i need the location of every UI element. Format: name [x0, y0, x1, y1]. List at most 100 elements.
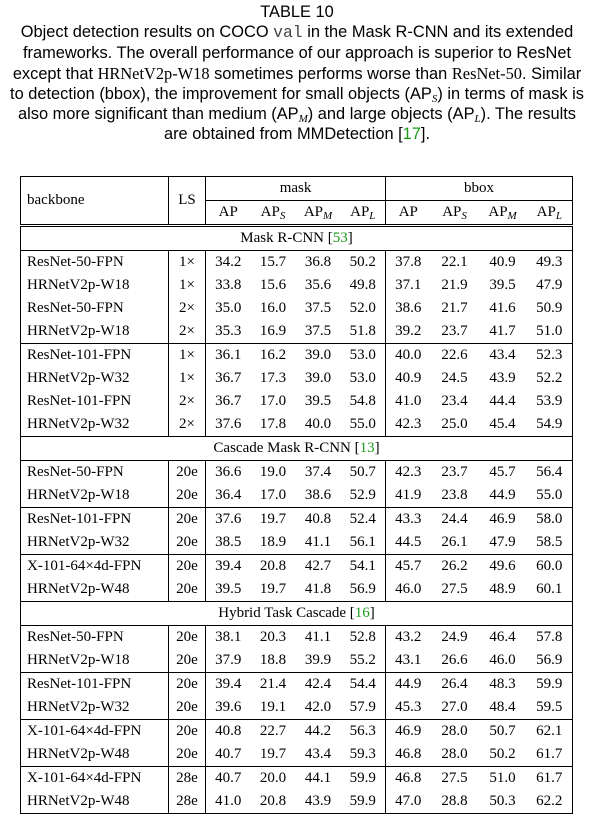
value-cell: 44.1: [295, 766, 341, 790]
header-cell: mask: [204, 176, 386, 201]
value-cell: 40.7: [205, 743, 251, 767]
schedule-cell: 2×: [168, 297, 206, 320]
value-cell: 56.3: [340, 719, 386, 743]
caption: TABLE 10 Object detection results on COC…: [6, 2, 588, 144]
section-title: Hybrid Task Cascade [16]: [20, 601, 573, 626]
value-cell: 36.7: [205, 367, 251, 390]
value-cell: 54.8: [349, 393, 376, 409]
value-cell: 39.2: [385, 320, 431, 344]
backbone-cell: HRNetV2p-W18: [27, 277, 130, 293]
value-cell: 56.9: [536, 652, 563, 668]
backbone-cell: ResNet-50-FPN: [27, 629, 124, 645]
value-cell: 22.7: [250, 719, 296, 743]
value-cell: 27.0: [441, 699, 468, 715]
value-cell: 49.6: [478, 554, 527, 578]
value-cell: 43.1: [385, 649, 431, 673]
schedule-cell: 20e: [168, 460, 206, 484]
backbone-cell: HRNetV2p-W48: [27, 581, 130, 597]
value-cell: 43.2: [385, 625, 431, 649]
value-cell: 46.4: [489, 629, 516, 645]
value-cell: 44.5: [385, 531, 431, 555]
value-cell: 39.0: [304, 370, 332, 386]
value-cell: 38.1: [205, 625, 251, 649]
value-cell: 23.8: [441, 487, 468, 503]
value-cell: 55.0: [349, 416, 376, 432]
value-cell: 46.9: [385, 719, 431, 743]
value-cell: 21.7: [441, 300, 468, 316]
value-cell: 20.8: [250, 554, 296, 578]
backbone-cell: X-101-64×4d-FPN: [20, 719, 169, 743]
section-ref: 16: [354, 605, 370, 621]
column-subscript: L: [555, 210, 562, 222]
value-cell: 40.9: [385, 367, 431, 390]
value-cell: 44.4: [489, 393, 516, 409]
data-row: HRNetV2p-W32 20e 38.5 18.9 41.1 56.1 44.5 26.1 4…: [21, 531, 573, 555]
column-main: AP: [488, 204, 508, 220]
column-header: APS: [430, 200, 479, 227]
value-cell: 55.0: [536, 487, 563, 503]
value-cell: 19.1: [259, 699, 287, 715]
value-cell: 37.9: [205, 649, 251, 673]
value-cell: 49.3: [536, 254, 563, 270]
value-cell: 59.9: [526, 672, 573, 696]
section-row: Mask R-CNN [53]: [20, 225, 573, 251]
value-cell: 44.2: [295, 719, 341, 743]
value-cell: 37.4: [304, 464, 332, 480]
value-cell: 17.3: [259, 370, 287, 386]
value-cell: 22.6: [430, 343, 479, 367]
value-cell: 56.1: [349, 534, 376, 550]
value-cell: 22.1: [441, 254, 468, 270]
value-cell: 40.9: [489, 254, 516, 270]
value-cell: 56.4: [536, 464, 563, 480]
data-row: HRNetV2p-W18 20e 36.4 17.0 38.6 52.9 41.9 23.8 4…: [21, 484, 573, 508]
value-cell: 45.3: [385, 696, 431, 720]
schedule-cell: 2×: [168, 320, 206, 344]
header-row: AP APS APM APL AP APS APM APL: [21, 200, 573, 227]
schedule-cell: 28e: [168, 766, 206, 790]
value-cell: 36.8: [304, 254, 332, 270]
value-cell: 16.2: [250, 343, 296, 367]
value-cell: 46.0: [385, 578, 431, 602]
value-cell: 39.5: [304, 393, 332, 409]
value-cell: 20.3: [259, 629, 287, 645]
value-cell: 36.1: [205, 343, 251, 367]
value-cell: 50.7: [349, 464, 376, 480]
value-cell: 44.9: [385, 672, 431, 696]
value-cell: 25.0: [441, 416, 468, 432]
value-cell: 42.3: [385, 460, 431, 484]
value-cell: 51.8: [349, 323, 376, 339]
caption-model: ResNet-50: [451, 63, 522, 83]
value-cell: 37.6: [205, 507, 251, 531]
data-row: HRNetV2p-W32 20e 39.6 19.1 42.0 57.9 45.3 27.0 4…: [21, 696, 573, 720]
value-cell: 15.6: [259, 277, 287, 293]
value-cell: 37.6: [205, 413, 251, 437]
value-cell: 38.6: [304, 487, 332, 503]
value-cell: 35.3: [205, 320, 251, 344]
value-cell: 53.0: [340, 343, 386, 367]
value-cell: 52.4: [340, 507, 386, 531]
value-cell: 26.4: [430, 672, 479, 696]
caption-code: val: [273, 23, 303, 43]
value-cell: 41.0: [205, 790, 251, 814]
column-header: APS: [250, 200, 296, 227]
value-cell: 24.9: [441, 629, 468, 645]
value-cell: 17.8: [259, 416, 287, 432]
value-cell: 42.0: [304, 699, 332, 715]
value-cell: 18.8: [259, 652, 287, 668]
value-cell: 16.9: [259, 323, 287, 339]
value-cell: 48.4: [489, 699, 516, 715]
value-cell: 39.4: [205, 672, 251, 696]
schedule-cell: 28e: [168, 790, 206, 814]
value-cell: 37.1: [385, 274, 431, 297]
value-cell: 23.7: [441, 323, 468, 339]
value-cell: 39.6: [205, 696, 251, 720]
value-cell: 19.0: [259, 464, 287, 480]
section-title: Cascade Mask R-CNN [13]: [20, 436, 573, 461]
caption-subscript: M: [298, 113, 308, 126]
backbone-cell: ResNet-101-FPN: [20, 343, 169, 367]
value-cell: 58.5: [536, 534, 563, 550]
backbone-cell: HRNetV2p-W18: [27, 487, 130, 503]
backbone-cell: ResNet-50-FPN: [27, 300, 124, 316]
caption-subscript: S: [431, 92, 438, 105]
data-row: ResNet-50-FPN 20e 36.6 19.0 37.4 50.7 42.3 23.7…: [21, 460, 573, 484]
